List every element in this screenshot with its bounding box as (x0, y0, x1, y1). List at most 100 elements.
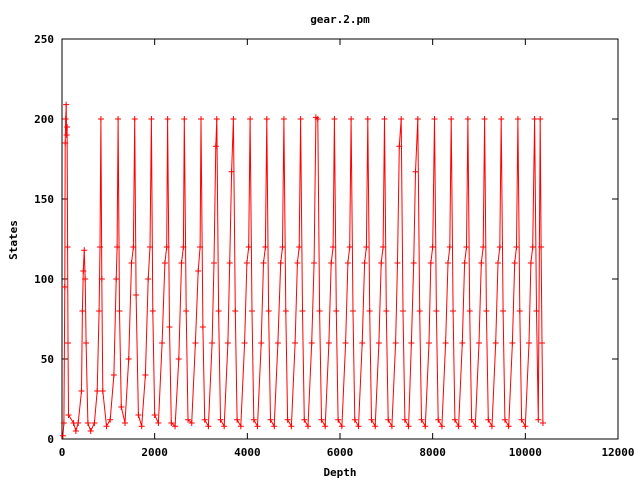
data-point (115, 116, 122, 122)
data-point (501, 416, 508, 423)
data-point (265, 308, 272, 314)
data-point (262, 244, 269, 250)
data-point (159, 340, 166, 346)
data-point (149, 308, 156, 314)
data-point (414, 116, 421, 122)
data-point (496, 244, 503, 250)
data-point (284, 416, 291, 423)
data-point (405, 423, 412, 430)
data-point (297, 116, 304, 122)
data-point (527, 260, 534, 266)
data-point (148, 116, 155, 122)
data-point (400, 308, 407, 314)
data-point (87, 428, 94, 434)
data-point (363, 244, 370, 250)
data-point (267, 416, 274, 423)
y-tick-label: 50 (41, 353, 54, 366)
data-point (59, 432, 66, 439)
data-point (535, 416, 542, 423)
y-tick-label: 100 (34, 273, 54, 286)
data-point (279, 244, 286, 250)
data-point (375, 340, 382, 346)
data-point (466, 308, 473, 314)
data-point (538, 244, 545, 250)
data-point (392, 340, 399, 346)
data-point (192, 340, 199, 346)
data-point (412, 168, 419, 175)
data-point (438, 423, 445, 430)
data-point (483, 308, 490, 314)
data-point (442, 340, 449, 346)
data-point (197, 244, 204, 250)
x-axis-label: Depth (323, 466, 356, 479)
data-point (331, 116, 338, 122)
data-point (113, 276, 120, 282)
data-point (168, 420, 175, 426)
y-tick-label: 150 (34, 193, 54, 206)
data-point (166, 324, 173, 330)
y-tick-label: 0 (47, 433, 54, 446)
data-point (346, 244, 353, 250)
data-point (516, 308, 523, 314)
data-point (431, 116, 438, 122)
data-point (96, 244, 103, 250)
data-point (410, 260, 417, 266)
data-point (448, 116, 455, 122)
data-point (472, 423, 479, 430)
data-point (228, 168, 235, 175)
data-point (241, 340, 248, 346)
data-point (103, 423, 110, 430)
data-point (114, 244, 121, 250)
data-series (59, 101, 546, 439)
data-point (62, 140, 69, 146)
data-point (138, 423, 145, 430)
data-point (213, 116, 220, 122)
data-point (537, 116, 544, 122)
data-point (142, 372, 149, 378)
data-point (282, 308, 289, 314)
data-point (234, 416, 241, 423)
data-point (481, 116, 488, 122)
data-point (335, 416, 342, 423)
data-point (183, 308, 190, 314)
data-point (81, 247, 88, 254)
data-point (422, 423, 429, 430)
data-point (294, 260, 301, 266)
data-point (509, 340, 516, 346)
x-tick-label: 2000 (141, 446, 168, 459)
data-point (299, 308, 306, 314)
data-point (342, 340, 349, 346)
data-point (247, 116, 254, 122)
data-point (311, 260, 318, 266)
x-tick-label: 6000 (327, 446, 354, 459)
data-point (188, 420, 195, 426)
data-point (97, 116, 104, 122)
data-point (429, 244, 436, 250)
data-point (398, 116, 405, 122)
data-point (325, 340, 332, 346)
data-point (511, 260, 518, 266)
data-point (513, 244, 520, 250)
data-point (64, 124, 71, 130)
data-point (349, 308, 356, 314)
data-point (271, 423, 278, 430)
data-point (145, 276, 152, 282)
data-point (205, 423, 212, 430)
data-point (505, 423, 512, 430)
data-point (480, 244, 487, 250)
data-point (82, 276, 89, 282)
series-line (62, 104, 544, 436)
data-point (61, 284, 68, 290)
data-point (221, 423, 228, 430)
data-point (254, 423, 261, 430)
data-point (80, 268, 87, 274)
data-point (368, 416, 375, 423)
data-point (333, 308, 340, 314)
data-point (444, 260, 451, 266)
data-point (62, 116, 69, 122)
data-point (133, 292, 140, 298)
data-point (258, 340, 265, 346)
x-tick-label: 4000 (234, 446, 261, 459)
data-point (308, 340, 315, 346)
data-point (518, 416, 525, 423)
